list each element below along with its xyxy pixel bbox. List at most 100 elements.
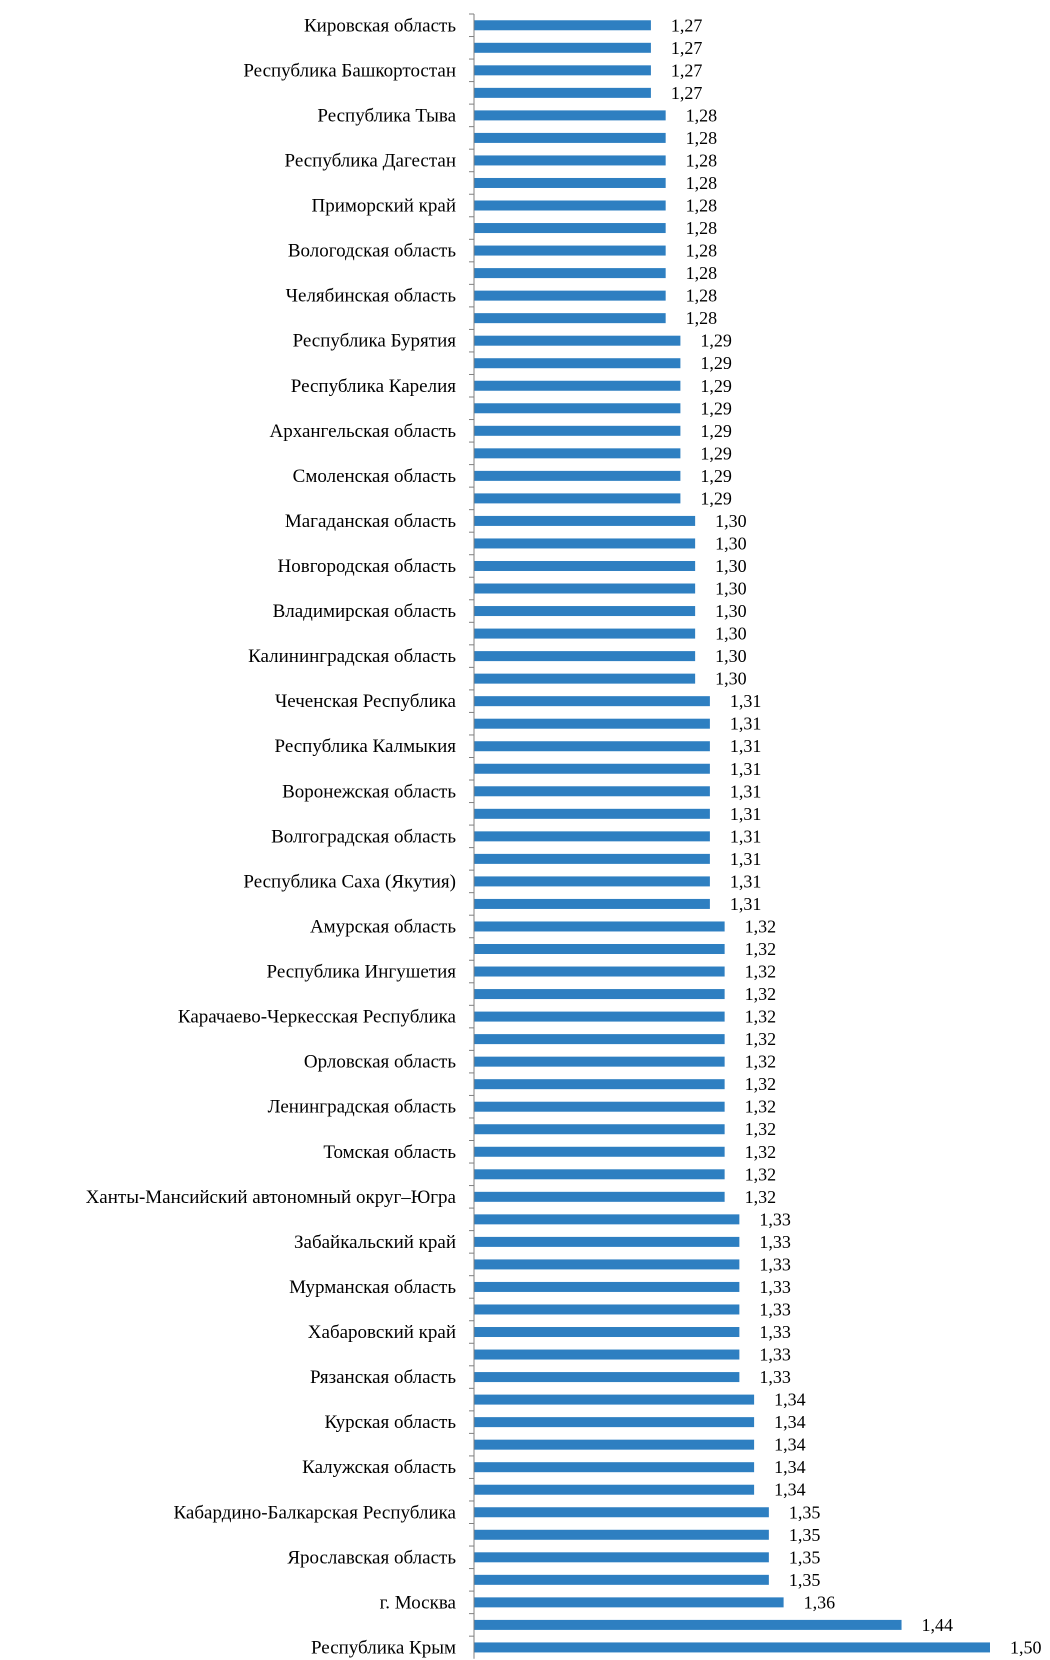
bar-41 (474, 944, 725, 954)
bar-44 (474, 1011, 725, 1022)
value-label-61: 1,34 (774, 1390, 806, 1410)
bar-45 (474, 1034, 725, 1045)
bar-23 (474, 538, 696, 549)
category-label-4: Республика Тыва (317, 105, 456, 126)
value-label-33: 1,31 (730, 759, 762, 779)
value-label-52: 1,32 (745, 1187, 777, 1207)
bar-12 (474, 290, 666, 301)
category-label-12: Челябинская область (286, 286, 457, 307)
bar-72 (474, 1642, 990, 1653)
bar-29 (474, 673, 696, 684)
category-label-34: Воронежская область (282, 781, 456, 802)
bar-61 (474, 1394, 755, 1405)
bar-46 (474, 1056, 725, 1067)
value-label-14: 1,29 (700, 331, 732, 351)
bar-69 (474, 1574, 769, 1585)
value-label-17: 1,29 (700, 398, 732, 418)
value-label-6: 1,28 (686, 150, 718, 170)
category-label-22: Магаданская область (285, 511, 456, 532)
bar-56 (474, 1281, 740, 1292)
bar-18 (474, 425, 681, 436)
bar-33 (474, 763, 710, 774)
bar-7 (474, 177, 666, 188)
bar-51 (474, 1169, 725, 1180)
value-label-15: 1,29 (700, 353, 732, 373)
value-label-9: 1,28 (686, 218, 718, 238)
bar-35 (474, 808, 710, 819)
category-label-32: Республика Калмыкия (275, 736, 457, 757)
bar-6 (474, 155, 666, 166)
bar-30 (474, 696, 710, 707)
category-label-64: Калужская область (302, 1457, 456, 1478)
bar-31 (474, 718, 710, 729)
value-label-62: 1,34 (774, 1412, 806, 1432)
bar-24 (474, 560, 696, 571)
value-label-48: 1,32 (745, 1097, 777, 1117)
value-label-43: 1,32 (745, 984, 777, 1004)
value-label-32: 1,31 (730, 736, 762, 756)
category-label-68: Ярославская область (287, 1547, 456, 1568)
category-label-50: Томская область (323, 1142, 456, 1163)
bar-68 (474, 1552, 769, 1563)
category-label-46: Орловская область (304, 1052, 456, 1073)
value-label-67: 1,35 (789, 1525, 821, 1545)
value-label-5: 1,28 (686, 128, 718, 148)
category-label-16: Республика Карелия (291, 376, 456, 397)
category-label-66: Кабардино-Балкарская Республика (174, 1502, 457, 1523)
value-label-37: 1,31 (730, 849, 762, 869)
bar-16 (474, 380, 681, 391)
value-label-40: 1,32 (745, 916, 777, 936)
bar-15 (474, 358, 681, 369)
bar-5 (474, 132, 666, 143)
bar-59 (474, 1349, 740, 1360)
category-label-14: Республика Бурятия (293, 331, 457, 352)
value-label-55: 1,33 (759, 1254, 791, 1274)
bar-48 (474, 1101, 725, 1112)
category-label-44: Карачаево-Черкесская Республика (178, 1007, 457, 1028)
value-label-39: 1,31 (730, 894, 762, 914)
category-label-72: Республика Крым (311, 1637, 456, 1658)
value-label-57: 1,33 (759, 1299, 791, 1319)
category-label-58: Хабаровский край (308, 1322, 456, 1343)
value-label-60: 1,33 (759, 1367, 791, 1387)
category-label-30: Чеченская Республика (275, 691, 457, 712)
category-label-6: Республика Дагестан (285, 150, 456, 171)
bar-19 (474, 448, 681, 459)
category-label-40: Амурская область (310, 916, 456, 937)
bar-50 (474, 1146, 725, 1157)
value-label-66: 1,35 (789, 1502, 821, 1522)
category-label-10: Вологодская область (288, 241, 456, 262)
bar-71 (474, 1619, 902, 1630)
value-label-38: 1,31 (730, 871, 762, 891)
bar-10 (474, 245, 666, 256)
value-label-31: 1,31 (730, 714, 762, 734)
bar-32 (474, 741, 710, 752)
bar-38 (474, 876, 710, 887)
bar-58 (474, 1327, 740, 1338)
bar-54 (474, 1236, 740, 1247)
bar-17 (474, 403, 681, 414)
value-labels-group: 1,271,271,271,271,281,281,281,281,281,28… (671, 15, 1042, 1657)
category-label-56: Мурманская область (289, 1277, 456, 1298)
category-label-36: Волгоградская область (271, 826, 456, 847)
bar-43 (474, 989, 725, 1000)
value-label-46: 1,32 (745, 1052, 777, 1072)
category-label-70: г. Москва (380, 1592, 457, 1613)
value-label-7: 1,28 (686, 173, 718, 193)
bar-9 (474, 223, 666, 234)
bar-3 (474, 87, 651, 98)
bar-40 (474, 921, 725, 932)
bar-42 (474, 966, 725, 977)
value-label-13: 1,28 (686, 308, 718, 328)
value-label-51: 1,32 (745, 1164, 777, 1184)
category-label-42: Республика Ингушетия (267, 962, 457, 983)
value-label-8: 1,28 (686, 196, 718, 216)
value-label-10: 1,28 (686, 241, 718, 261)
bar-66 (474, 1507, 769, 1518)
value-label-71: 1,44 (922, 1615, 954, 1635)
value-label-22: 1,30 (715, 511, 747, 531)
bar-14 (474, 335, 681, 346)
value-label-3: 1,27 (671, 83, 703, 103)
bar-25 (474, 583, 696, 594)
value-label-50: 1,32 (745, 1142, 777, 1162)
